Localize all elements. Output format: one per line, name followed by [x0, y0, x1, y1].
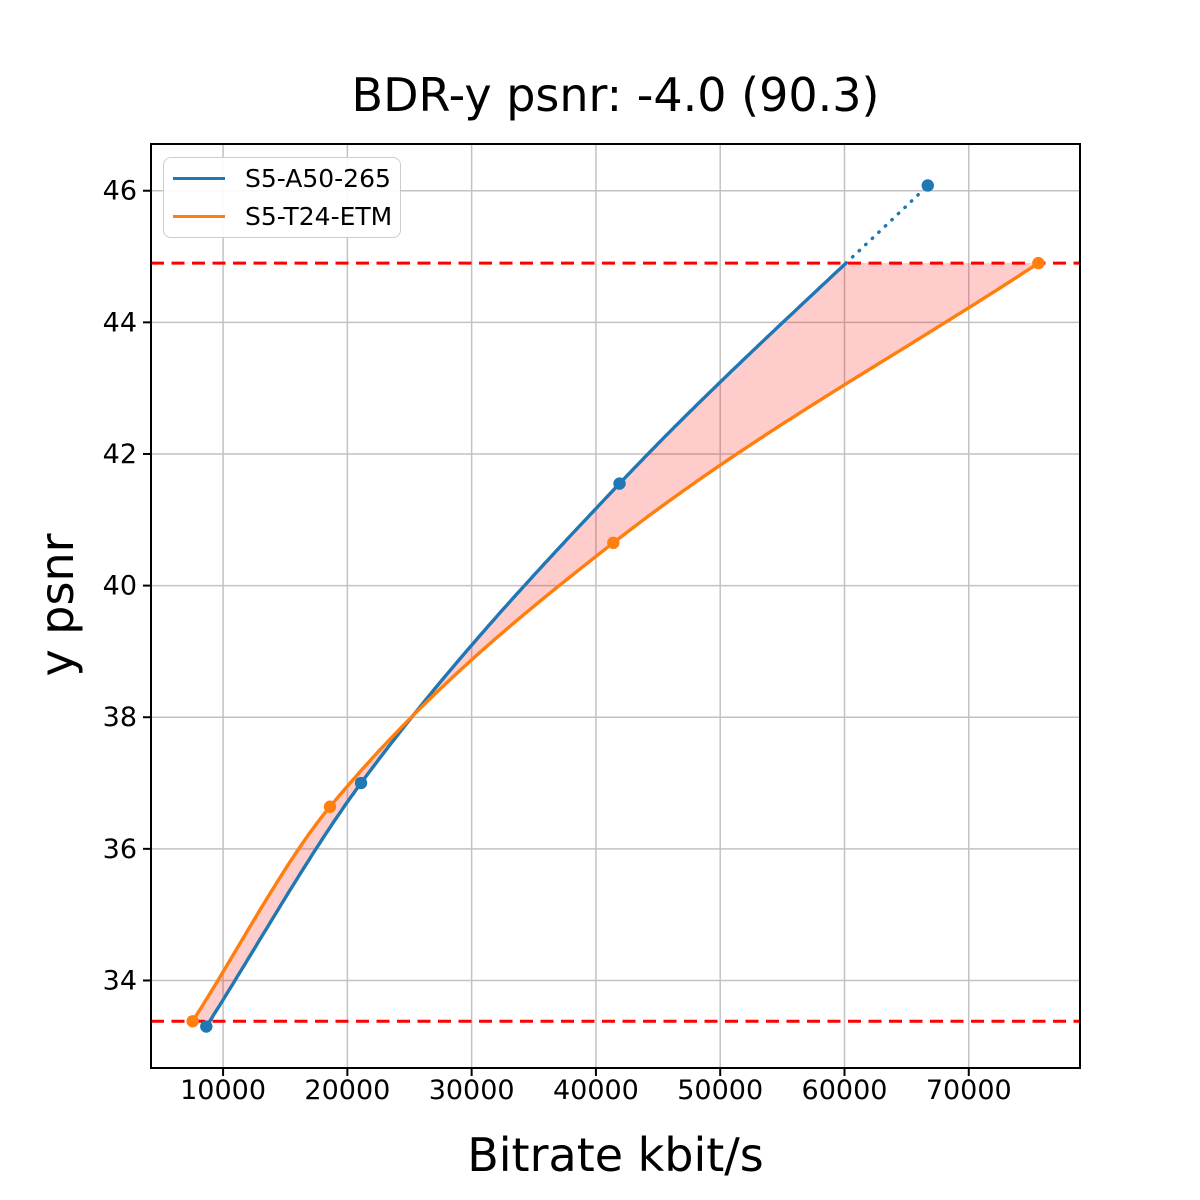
curve-s5-a50-265-solid: [204, 261, 848, 1028]
x-tick-label: 30000: [429, 1075, 515, 1106]
x-tick-label: 50000: [677, 1075, 763, 1106]
data-points-s5-a50-265: [200, 179, 934, 1033]
curve-s5-a50-265-dotted-extrapolation: [844, 183, 930, 265]
legend-line-sample-orange: [173, 215, 225, 219]
x-tick-label: 40000: [553, 1075, 639, 1106]
data-points-s5-t24-etm: [186, 256, 1045, 1028]
y-tick-label: 38: [103, 702, 137, 733]
curve-s5-t24-etm: [191, 261, 1040, 1023]
x-tick-label: 20000: [304, 1075, 390, 1106]
y-tick-label: 36: [103, 834, 137, 865]
legend-item-s5-a50-265: S5-A50-265: [164, 160, 400, 196]
legend-label: S5-A50-265: [245, 163, 391, 193]
x-axis-label: Bitrate kbit/s: [467, 1128, 764, 1182]
y-tick-label: 40: [103, 571, 137, 602]
legend-label: S5-T24-ETM: [245, 202, 393, 232]
y-axis-label: y psnr: [30, 533, 84, 677]
y-tick-labels: 34 36 38 40 42 44 46: [103, 176, 137, 997]
overlap-interval-lines: [151, 261, 1080, 1023]
y-tick-label: 46: [103, 176, 137, 207]
y-tick-label: 34: [103, 965, 137, 996]
bd-rate-fill-region: [192, 263, 1039, 1022]
legend: S5-A50-265 S5-T24-ETM: [163, 157, 401, 238]
tick-marks: [143, 189, 970, 1076]
chart-title: BDR-y psnr: -4.0 (90.3): [351, 68, 880, 122]
x-tick-label: 60000: [802, 1075, 888, 1106]
legend-line-sample-blue: [173, 176, 225, 180]
y-tick-label: 44: [103, 307, 137, 338]
axes-frame: [150, 143, 1081, 1069]
x-tick-label: 70000: [926, 1075, 1012, 1106]
legend-item-s5-t24-etm: S5-T24-ETM: [164, 199, 400, 235]
y-tick-label: 42: [103, 439, 137, 470]
x-tick-labels: 10000 20000 30000 40000 50000 60000 70000: [180, 1075, 1012, 1106]
x-tick-label: 10000: [180, 1075, 266, 1106]
